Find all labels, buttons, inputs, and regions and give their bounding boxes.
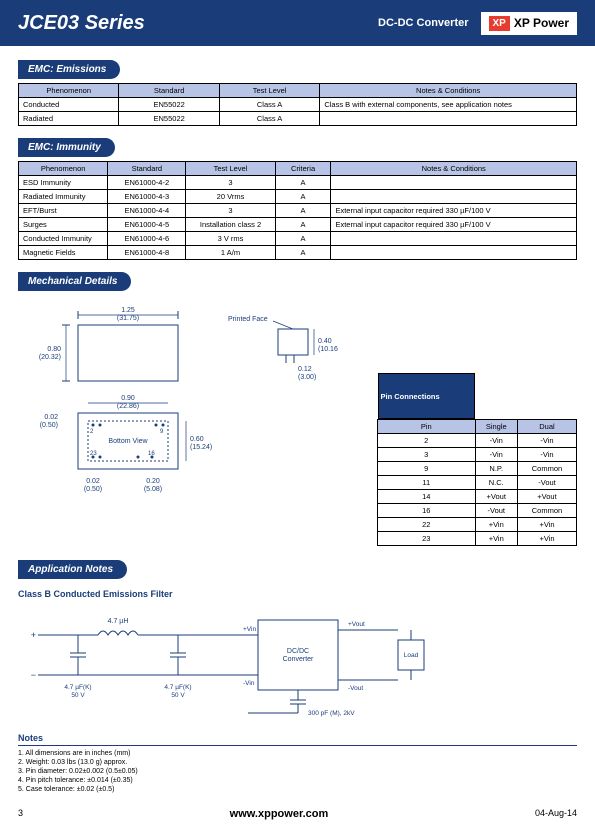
svg-text:Load: Load [404, 652, 419, 659]
notes-list: 1. All dimensions are in inches (mm) 2. … [18, 749, 577, 794]
svg-text:DC/DCConverter: DC/DCConverter [283, 648, 314, 663]
svg-text:9: 9 [160, 429, 164, 435]
footer-date: 04-Aug-14 [535, 808, 577, 820]
emissions-col-3: Notes & Conditions [320, 84, 577, 98]
brand-text: XP Power [514, 16, 569, 30]
immunity-tab: EMC: Immunity [18, 138, 115, 157]
svg-text:+Vin: +Vin [243, 626, 256, 633]
svg-text:16: 16 [148, 451, 155, 457]
table-row: Conducted EN55022 Class A Class B with e… [19, 98, 577, 112]
page-number: 3 [18, 808, 23, 820]
svg-text:-Vout: -Vout [348, 685, 363, 692]
svg-text:4.7 µF(K)50 V: 4.7 µF(K)50 V [64, 684, 91, 699]
xp-badge: XP [489, 16, 510, 31]
svg-text:+: + [31, 630, 36, 640]
svg-text:23: 23 [90, 451, 97, 457]
table-row: Radiated EN55022 Class A [19, 112, 577, 126]
svg-text:0.90(22.86): 0.90(22.86) [117, 395, 139, 410]
mechanical-tab: Mechanical Details [18, 272, 131, 291]
svg-text:-Vin: -Vin [243, 680, 255, 687]
header-subtitle: DC-DC Converter [378, 17, 468, 29]
svg-text:Printed Face: Printed Face [228, 316, 268, 323]
emissions-tab: EMC: Emissions [18, 60, 120, 79]
emissions-col-1: Standard [119, 84, 219, 98]
svg-text:0.60(15.24): 0.60(15.24) [190, 436, 212, 451]
brand-logo: XP XP Power [481, 12, 577, 35]
svg-text:2: 2 [90, 429, 94, 435]
svg-text:4.7 µF(K)50 V: 4.7 µF(K)50 V [164, 684, 191, 699]
svg-text:0.40(10.16): 0.40(10.16) [318, 338, 338, 353]
emissions-table: Phenomenon Standard Test Level Notes & C… [18, 83, 577, 126]
svg-text:+Vout: +Vout [348, 621, 365, 628]
emissions-col-0: Phenomenon [19, 84, 119, 98]
page-header: JCE03 Series DC-DC Converter XP XP Power [0, 0, 595, 46]
emissions-col-2: Test Level [219, 84, 319, 98]
svg-text:4.7 µH: 4.7 µH [108, 618, 129, 625]
svg-text:0.02(0.50): 0.02(0.50) [40, 414, 58, 429]
svg-text:300 pF (M), 2kV: 300 pF (M), 2kV [308, 710, 355, 717]
svg-text:0.20(5.08): 0.20(5.08) [144, 478, 162, 493]
svg-text:−: − [31, 670, 36, 680]
svg-text:0.12(3.00): 0.12(3.00) [298, 366, 316, 381]
pin-connections-table: Pin Connections Pin Single Dual 2-Vin-Vi… [377, 373, 577, 546]
svg-text:1.25(31.75): 1.25(31.75) [117, 307, 139, 322]
filter-title: Class B Conducted Emissions Filter [18, 589, 577, 599]
svg-text:Bottom View: Bottom View [108, 438, 148, 445]
notes-title: Notes [18, 733, 577, 746]
mechanical-drawings: 1.25(31.75) 0.80(20.32) Printed Face 0.4… [18, 303, 357, 546]
application-tab: Application Notes [18, 560, 127, 579]
page-footer: 3 www.xppower.com 04-Aug-14 [0, 802, 595, 834]
svg-text:0.80(20.32): 0.80(20.32) [39, 346, 61, 361]
filter-schematic: + 4.7 µH 4.7 µF(K)50 V 4.7 µF(K)50 V − D… [18, 605, 498, 725]
series-title: JCE03 Series [18, 12, 378, 35]
svg-text:0.02(0.50): 0.02(0.50) [84, 478, 102, 493]
footer-url: www.xppower.com [230, 808, 329, 820]
immunity-table: Phenomenon Standard Test Level Criteria … [18, 161, 577, 260]
